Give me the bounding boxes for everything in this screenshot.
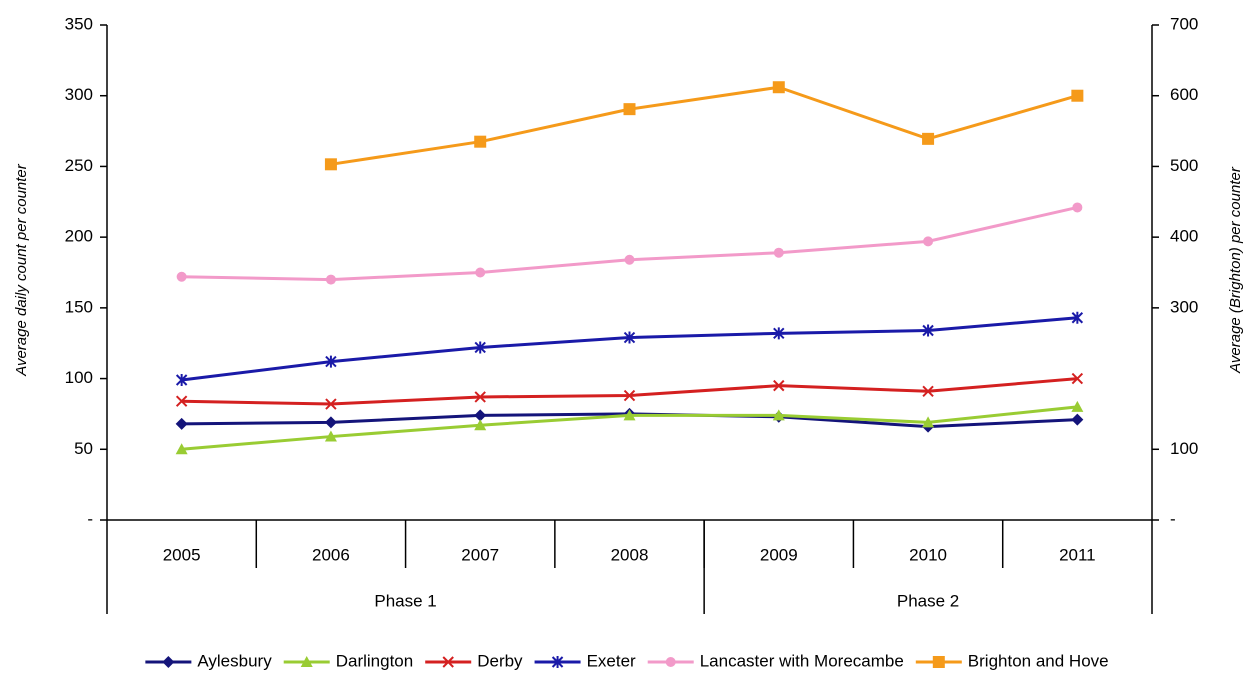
marker xyxy=(1071,400,1084,412)
marker xyxy=(922,385,934,398)
marker xyxy=(773,247,784,258)
legend-label: Darlington xyxy=(336,651,414,670)
legend-label: Lancaster with Morecambe xyxy=(700,651,904,670)
legend-label: Exeter xyxy=(587,651,636,670)
marker xyxy=(176,271,187,282)
marker xyxy=(474,391,486,403)
marker xyxy=(623,389,636,402)
marker xyxy=(474,409,487,422)
legend-marker xyxy=(300,656,313,667)
marker xyxy=(623,331,636,344)
y2-tick-label: 500 xyxy=(1170,156,1198,175)
x-tick-label: 2006 xyxy=(312,545,350,564)
y2-tick-label: 100 xyxy=(1170,439,1198,458)
marker xyxy=(324,416,337,429)
y-tick-label: 250 xyxy=(65,156,93,175)
legend-label: Derby xyxy=(477,651,523,670)
legend-marker xyxy=(162,656,175,668)
x-tick-label: 2007 xyxy=(461,545,499,564)
marker xyxy=(1071,413,1084,426)
marker xyxy=(175,417,188,430)
y2-tick-label: - xyxy=(1170,509,1176,528)
marker xyxy=(624,254,635,265)
marker xyxy=(1071,311,1084,324)
y-tick-label: 350 xyxy=(65,14,93,33)
marker xyxy=(772,409,785,421)
y-tick-label: 200 xyxy=(65,227,93,246)
y2-tick-label: 300 xyxy=(1170,297,1198,316)
x-tick-label: 2011 xyxy=(1059,545,1096,564)
legend-marker xyxy=(932,656,945,668)
marker xyxy=(325,355,337,368)
legend-marker xyxy=(551,656,564,668)
x-tick-label: 2010 xyxy=(909,545,947,564)
x-tick-label: 2009 xyxy=(760,545,798,564)
y-tick-label: 150 xyxy=(65,297,93,316)
y2-tick-label: 700 xyxy=(1170,14,1198,33)
marker xyxy=(1072,202,1083,213)
marker xyxy=(1071,372,1084,385)
marker xyxy=(623,409,636,421)
y2-axis-label: Average (Brighton) per counter xyxy=(1227,166,1244,374)
x-tick-label: 2005 xyxy=(163,545,201,564)
marker xyxy=(474,419,487,431)
marker xyxy=(475,267,486,278)
marker xyxy=(922,132,935,145)
y-tick-label: 300 xyxy=(65,85,93,104)
marker xyxy=(772,81,785,94)
marker xyxy=(773,327,785,340)
y-tick-label: 100 xyxy=(65,368,93,387)
marker xyxy=(324,158,337,171)
marker xyxy=(623,103,636,116)
y-tick-label: 50 xyxy=(74,439,93,458)
legend-marker xyxy=(442,656,454,668)
group-label: Phase 2 xyxy=(897,591,959,610)
marker xyxy=(922,324,934,337)
series-line xyxy=(181,205,1078,282)
marker xyxy=(175,443,188,455)
marker xyxy=(474,135,487,148)
marker xyxy=(175,395,188,407)
marker xyxy=(325,274,336,285)
marker xyxy=(175,373,188,386)
series-line xyxy=(330,85,1078,166)
series-line xyxy=(181,377,1078,406)
marker xyxy=(923,236,934,247)
legend: Aylesbury Darlington Derby Exeter Lancaster … xyxy=(145,651,1109,670)
series-line xyxy=(181,316,1078,382)
marker xyxy=(324,430,337,442)
y-tick-label: - xyxy=(87,509,93,528)
marker xyxy=(474,341,486,354)
y-axis-label: Average daily count per counter xyxy=(13,163,30,377)
legend-label: Brighton and Hove xyxy=(968,651,1109,670)
marker xyxy=(773,379,785,392)
marker xyxy=(325,398,337,410)
marker xyxy=(1071,89,1084,102)
legend-label: Aylesbury xyxy=(197,651,272,670)
group-label: Phase 1 xyxy=(374,591,436,610)
x-tick-label: 2008 xyxy=(611,545,649,564)
y2-tick-label: 600 xyxy=(1170,85,1198,104)
y2-tick-label: 400 xyxy=(1170,227,1198,246)
marker xyxy=(922,416,935,428)
legend-marker xyxy=(665,657,676,667)
